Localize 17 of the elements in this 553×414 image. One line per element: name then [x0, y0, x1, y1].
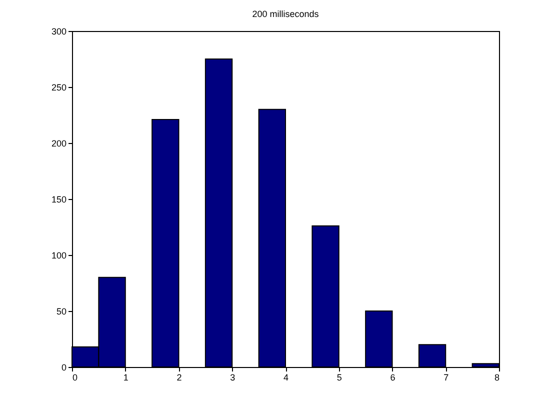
x-tick-label: 1	[123, 372, 128, 382]
y-tick-label: 300	[51, 26, 66, 36]
x-tick-label: 5	[336, 372, 342, 382]
chart-title: 200 milliseconds	[252, 9, 320, 19]
x-tick-label: 2	[176, 372, 182, 382]
x-tick-label: 3	[230, 372, 236, 382]
x-tick-label: 4	[283, 372, 289, 382]
y-tick-label: 150	[51, 194, 66, 204]
y-tick-label: 50	[56, 306, 66, 316]
y-tick-label: 200	[51, 138, 66, 148]
x-tick-label: 0	[72, 372, 78, 382]
x-tick-label: 8	[494, 372, 500, 382]
x-tick-label: 7	[444, 372, 449, 382]
y-tick-label: 100	[51, 250, 66, 260]
x-tick-label: 6	[390, 372, 396, 382]
y-tick-label: 250	[51, 82, 66, 92]
y-tick-label: 0	[61, 362, 66, 372]
